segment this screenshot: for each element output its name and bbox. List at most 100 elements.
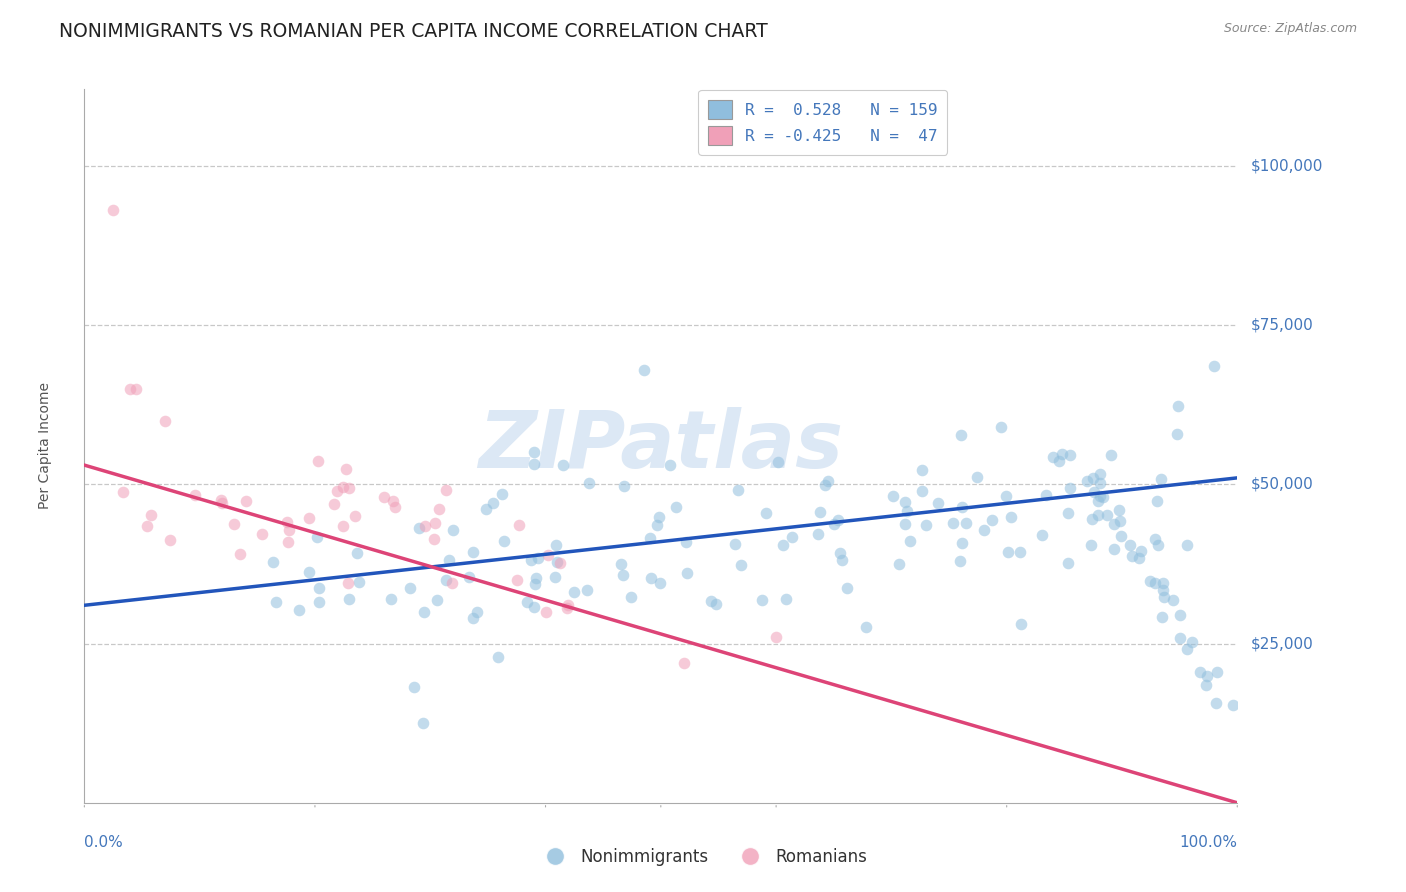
Point [823, 516, 845, 531]
Point [896, 504, 918, 518]
Point [139, 508, 162, 522]
Point [1095, 508, 1118, 522]
Text: 0.0%: 0.0% [84, 835, 124, 850]
Point [516, 595, 538, 609]
Point [827, 513, 849, 527]
Point [159, 533, 181, 547]
Point [1059, 448, 1081, 462]
Point [544, 538, 567, 552]
Point [1144, 575, 1167, 590]
Point [704, 597, 727, 611]
Point [337, 481, 360, 495]
Point [648, 510, 671, 524]
Point [887, 557, 910, 571]
Point [645, 518, 668, 533]
Point [981, 513, 1004, 527]
Point [211, 496, 233, 510]
Point [1031, 528, 1053, 542]
Point [831, 552, 853, 566]
Point [830, 546, 852, 560]
Point [1202, 359, 1225, 374]
Point [235, 494, 257, 508]
Point [612, 479, 634, 493]
Point [252, 526, 274, 541]
Point [675, 534, 697, 549]
Point [546, 555, 568, 569]
Point [373, 491, 395, 505]
Text: $75,000: $75,000 [1251, 318, 1315, 333]
Point [672, 656, 695, 670]
Point [648, 576, 671, 591]
Point [1083, 485, 1105, 500]
Point [1195, 669, 1218, 683]
Point [437, 552, 460, 566]
Point [276, 515, 298, 529]
Point [506, 573, 529, 587]
Point [1050, 447, 1073, 461]
Point [443, 523, 465, 537]
Point [990, 420, 1012, 434]
Point [408, 521, 430, 535]
Point [1206, 665, 1229, 679]
Point [949, 554, 972, 568]
Point [1168, 607, 1191, 622]
Point [422, 533, 444, 547]
Point [441, 576, 464, 591]
Point [264, 594, 287, 608]
Point [423, 516, 446, 530]
Point [523, 600, 546, 615]
Point [775, 591, 797, 606]
Point [1181, 635, 1204, 649]
Point [1108, 503, 1130, 517]
Point [308, 595, 330, 609]
Point [1090, 476, 1112, 491]
Point [1152, 582, 1174, 597]
Point [950, 535, 973, 549]
Point [807, 527, 830, 541]
Point [911, 463, 934, 477]
Point [1099, 448, 1122, 462]
Point [1059, 481, 1081, 495]
Point [699, 593, 721, 607]
Point [911, 483, 934, 498]
Point [1147, 538, 1170, 552]
Point [465, 606, 488, 620]
Point [1129, 544, 1152, 558]
Point [1150, 472, 1173, 486]
Point [536, 605, 558, 619]
Point [724, 537, 747, 551]
Point [111, 484, 134, 499]
Point [209, 492, 232, 507]
Point [555, 601, 578, 615]
Point [1168, 631, 1191, 645]
Point [620, 590, 643, 604]
Point [562, 585, 585, 599]
Point [277, 535, 299, 549]
Point [578, 475, 600, 490]
Point [575, 583, 598, 598]
Point [332, 480, 354, 494]
Point [1146, 493, 1168, 508]
Point [262, 555, 284, 569]
Point [337, 591, 360, 606]
Point [942, 516, 965, 531]
Point [638, 531, 661, 545]
Point [125, 382, 148, 396]
Point [1189, 665, 1212, 679]
Point [551, 458, 574, 472]
Point [384, 500, 406, 514]
Point [1000, 510, 1022, 524]
Point [1080, 537, 1102, 551]
Point [966, 469, 988, 483]
Point [307, 454, 329, 468]
Point [522, 457, 544, 471]
Point [491, 487, 513, 501]
Point [402, 680, 425, 694]
Point [347, 575, 370, 590]
Point [955, 516, 977, 530]
Text: 100.0%: 100.0% [1180, 835, 1237, 850]
Point [346, 546, 368, 560]
Point [755, 506, 778, 520]
Point [1102, 517, 1125, 532]
Point [427, 501, 450, 516]
